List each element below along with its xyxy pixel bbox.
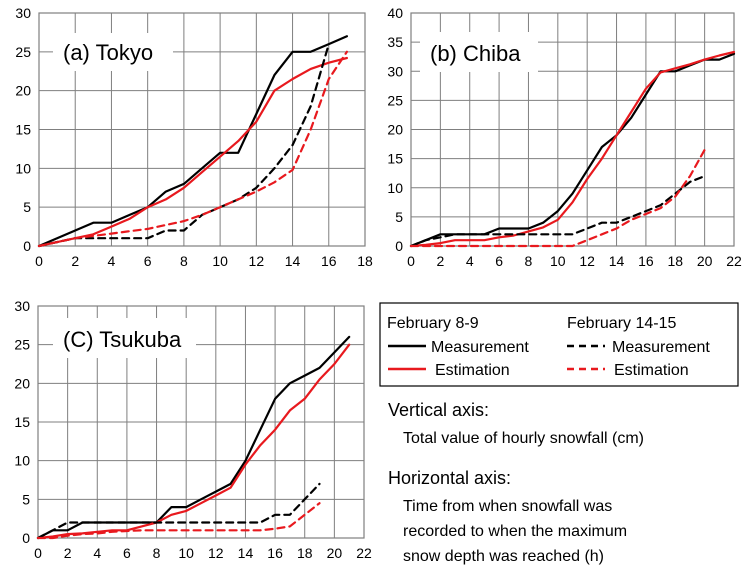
x-tick-label: 18 (297, 545, 313, 561)
series-line-february-8-9-estimation (409, 50, 736, 248)
y-tick-label: 10 (387, 180, 403, 196)
x-tick-label: 20 (697, 253, 713, 269)
legend-label-feb14-measurement: Measurement (612, 339, 710, 356)
y-tick-label: 15 (387, 151, 403, 167)
panel-title: (b) Chiba (430, 41, 521, 66)
series-line-february-8-9-estimation (37, 56, 348, 248)
legend-group1-title: February 8-9 (387, 315, 479, 332)
series-line-february-14-15-measurement (409, 175, 706, 248)
x-tick-label: 4 (108, 253, 116, 269)
series-line-february-14-15-estimation (409, 148, 706, 248)
y-tick-label: 20 (387, 122, 403, 138)
vertical-axis-heading: Vertical axis: (388, 400, 489, 420)
x-tick-label: 2 (71, 253, 79, 269)
y-tick-label: 15 (14, 414, 30, 430)
x-tick-label: 22 (356, 545, 372, 561)
x-tick-label: 16 (638, 253, 654, 269)
panel-title: (a) Tokyo (63, 40, 153, 65)
x-tick-label: 12 (579, 253, 595, 269)
x-tick-label: 22 (726, 253, 742, 269)
x-tick-label: 10 (178, 545, 194, 561)
x-tick-label: 6 (123, 545, 131, 561)
x-tick-label: 14 (609, 253, 625, 269)
y-tick-label: 25 (15, 44, 31, 60)
legend-label-feb14-estimation: Estimation (614, 362, 689, 379)
axis-notes: Vertical axis: Total value of hourly sno… (388, 400, 644, 565)
y-tick-label: 10 (15, 160, 31, 176)
y-tick-label: 5 (23, 199, 31, 215)
y-tick-label: 20 (14, 375, 30, 391)
x-tick-label: 12 (249, 253, 265, 269)
x-tick-label: 10 (212, 253, 228, 269)
series-line-february-14-15-measurement (36, 482, 321, 540)
x-tick-label: 14 (285, 253, 301, 269)
y-tick-label: 25 (14, 337, 30, 353)
x-tick-label: 0 (407, 253, 415, 269)
x-tick-label: 18 (667, 253, 683, 269)
x-tick-label: 14 (238, 545, 254, 561)
x-tick-label: 10 (550, 253, 566, 269)
x-tick-label: 4 (466, 253, 474, 269)
x-tick-label: 12 (208, 545, 224, 561)
horizontal-axis-heading: Horizontal axis: (388, 468, 511, 488)
vertical-axis-description: Total value of hourly snowfall (cm) (403, 430, 644, 447)
y-tick-label: 40 (387, 5, 403, 21)
panel-c: 0 2 4 6 8 10 12 14 16 18 20 22 0 5 10 15 20 25 30 (C) Tsuku… (14, 298, 372, 561)
x-tick-label: 8 (525, 253, 533, 269)
x-tick-label: 2 (436, 253, 444, 269)
y-tick-label: 35 (387, 34, 403, 50)
x-tick-label: 8 (180, 253, 188, 269)
y-tick-label: 15 (15, 122, 31, 138)
x-tick-label: 6 (495, 253, 503, 269)
series-line-february-8-9-measurement (37, 35, 348, 248)
y-tick-label: 0 (23, 238, 31, 254)
y-tick-label: 10 (14, 453, 30, 469)
x-tick-label: 20 (327, 545, 343, 561)
x-tick-label: 0 (35, 253, 43, 269)
panel-title-box (420, 32, 538, 72)
y-tick-label: 0 (395, 238, 403, 254)
legend-box (379, 302, 739, 387)
y-tick-label: 30 (15, 5, 31, 21)
legend-label-feb8-estimation: Estimation (435, 362, 510, 379)
y-tick-label: 5 (22, 491, 30, 507)
horizontal-axis-description-line1: Time from when snowfall was (403, 498, 612, 515)
x-tick-label: 0 (34, 545, 42, 561)
panel-title-box (53, 318, 196, 358)
plot-frame (37, 305, 365, 539)
y-tick-label: 5 (395, 209, 403, 225)
panel-title-box (53, 33, 173, 71)
horizontal-axis-description-line2: recorded to when the maximum (403, 523, 627, 540)
legend-group2-title: February 14-15 (567, 315, 676, 332)
y-tick-label: 0 (22, 530, 30, 546)
panel-b: 0 2 4 6 8 10 12 14 16 18 20 22 0 5 10 15 20 25 30 35 40 (b) C… (387, 5, 742, 269)
x-tick-label: 4 (93, 545, 101, 561)
y-tick-label: 30 (387, 63, 403, 79)
y-tick-label: 20 (15, 83, 31, 99)
series-line-february-14-15-estimation (36, 502, 321, 540)
y-tick-label: 25 (387, 92, 403, 108)
x-tick-label: 8 (153, 545, 161, 561)
x-tick-label: 16 (267, 545, 283, 561)
x-tick-label: 6 (144, 253, 152, 269)
panel-title: (C) Tsukuba (63, 327, 182, 352)
legend-label-feb8-measurement: Measurement (431, 339, 529, 356)
legend: February 8-9 February 14-15 Measurement … (379, 302, 739, 387)
plot-frame (38, 12, 366, 247)
panel-a: 0 2 4 6 8 10 12 14 16 18 0 5 10 15 20 25 30 (a) Tokyo (15, 5, 373, 269)
y-tick-label: 30 (14, 298, 30, 314)
series-line-february-14-15-estimation (37, 50, 348, 248)
series-line-february-8-9-estimation (36, 343, 351, 540)
x-tick-label: 18 (357, 253, 373, 269)
x-tick-label: 16 (321, 253, 337, 269)
x-tick-label: 2 (64, 545, 72, 561)
horizontal-axis-description-line3: snow depth was reached (h) (403, 548, 604, 565)
series-line-february-14-15-measurement (37, 42, 330, 248)
